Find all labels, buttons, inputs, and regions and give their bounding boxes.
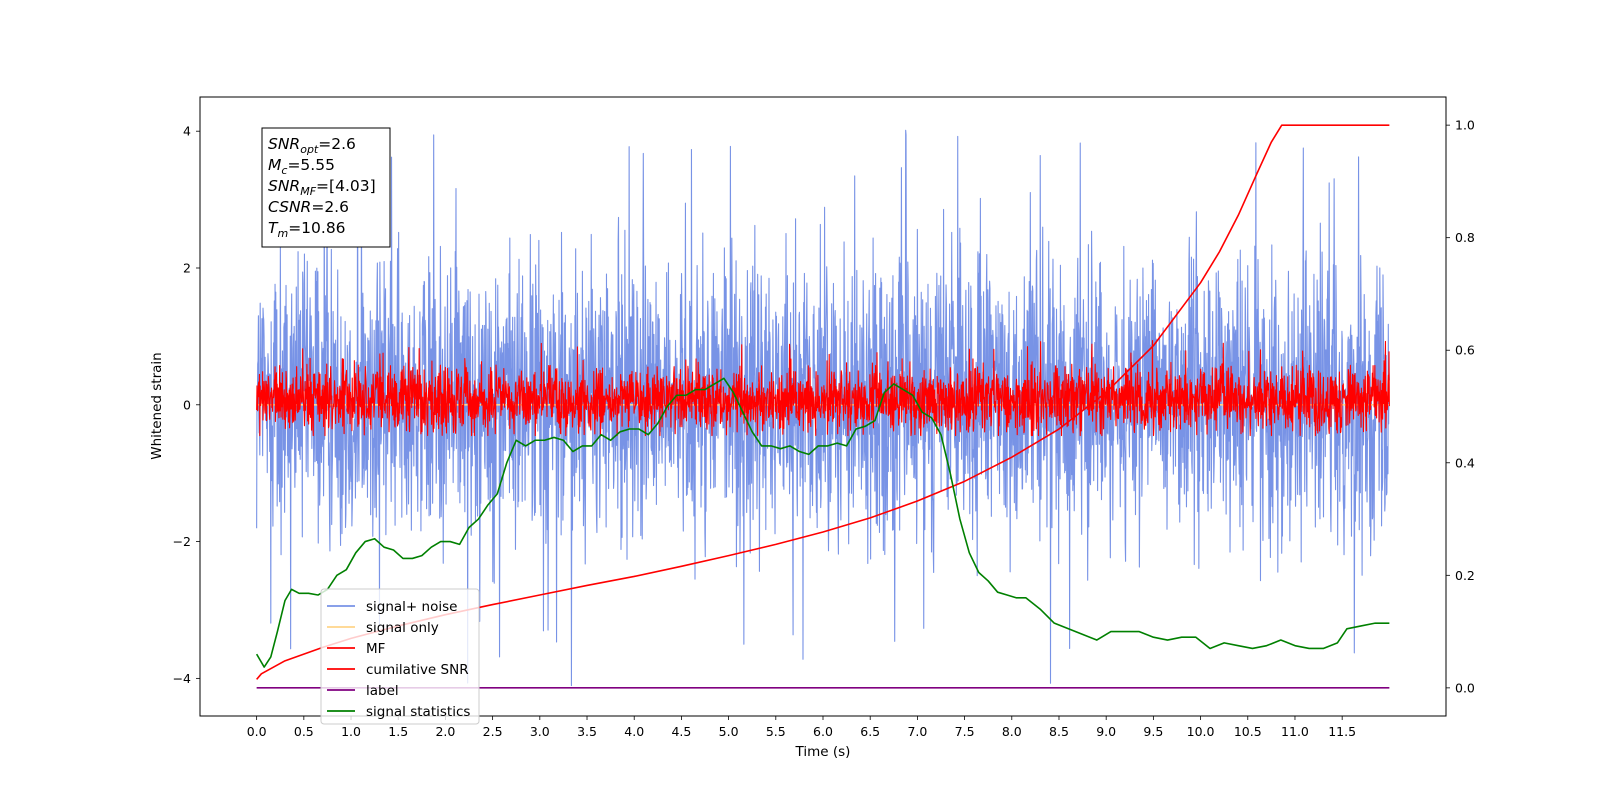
info-symbol: T bbox=[268, 219, 279, 237]
x-tick-label: 8.0 bbox=[1002, 724, 1022, 739]
info-box: SNRopt=2.6Mc=5.55SNRMF=[4.03]CSNR=2.6Tm=… bbox=[261, 127, 391, 248]
y-right-tick-label: 0.0 bbox=[1455, 680, 1475, 695]
legend-label-signal-noise: signal+ noise bbox=[366, 599, 457, 615]
x-tick-label: 6.5 bbox=[860, 724, 880, 739]
x-tick-label: 10.0 bbox=[1187, 724, 1215, 739]
legend-label-cumilative-snr: cumilative SNR bbox=[366, 662, 469, 678]
info-box-line: Tm=10.86 bbox=[268, 219, 346, 240]
legend: signal+ noise signal only MF cumilative SNR… bbox=[320, 588, 480, 725]
info-value: =10.86 bbox=[288, 219, 345, 237]
x-tick-label: 9.5 bbox=[1143, 724, 1163, 739]
x-tick-label: 3.0 bbox=[530, 724, 550, 739]
x-tick-label: 10.5 bbox=[1234, 724, 1262, 739]
info-subscript: m bbox=[277, 227, 288, 240]
y-right-tick-label: 0.6 bbox=[1455, 343, 1475, 358]
info-box-line: SNRopt=2.6 bbox=[268, 135, 356, 156]
y-right-tick-label: 0.8 bbox=[1455, 230, 1475, 245]
x-tick-label: 0.0 bbox=[247, 724, 267, 739]
y-right-tick-label: 0.2 bbox=[1455, 568, 1475, 583]
x-axis: 0.0 0.5 1.0 1.5 2.0 2.5 3.0 3.5 4.0 4.5 5.0 5.5 6.0 6… bbox=[247, 716, 1356, 739]
x-tick-label: 0.5 bbox=[294, 724, 314, 739]
x-tick-label: 9.0 bbox=[1096, 724, 1116, 739]
info-box-frame bbox=[261, 127, 391, 248]
info-value: =[4.03] bbox=[316, 177, 376, 195]
info-subscript: opt bbox=[300, 143, 319, 156]
legend-label-label: label bbox=[366, 683, 399, 699]
y-left-tick-label: 4 bbox=[183, 124, 191, 139]
info-subscript: c bbox=[281, 164, 287, 177]
y-left-tick-label: −4 bbox=[173, 671, 191, 686]
info-value: =5.55 bbox=[287, 156, 335, 174]
x-tick-label: 4.5 bbox=[671, 724, 691, 739]
info-symbol: M bbox=[268, 156, 281, 174]
x-tick-label: 1.5 bbox=[388, 724, 408, 739]
info-box-line: SNRMF=[4.03] bbox=[268, 177, 376, 198]
x-tick-label: 11.5 bbox=[1328, 724, 1356, 739]
x-tick-label: 5.5 bbox=[766, 724, 786, 739]
x-tick-label: 7.5 bbox=[955, 724, 975, 739]
legend-frame bbox=[320, 588, 480, 725]
y-right-tick-label: 0.4 bbox=[1455, 455, 1475, 470]
series-line-mf bbox=[256, 340, 1390, 437]
y-left-tick-label: 0 bbox=[183, 397, 191, 412]
info-value: =2.6 bbox=[318, 135, 356, 153]
x-tick-label: 3.5 bbox=[577, 724, 597, 739]
y-axis-label-left: Whitened strain bbox=[149, 352, 165, 459]
x-tick-label: 7.0 bbox=[907, 724, 927, 739]
series-line-signal-statistics bbox=[255, 377, 1390, 668]
info-value: =2.6 bbox=[311, 198, 349, 216]
y-right-tick-label: 1.0 bbox=[1455, 118, 1475, 133]
info-symbol: SNR bbox=[268, 135, 300, 153]
x-tick-label: 2.0 bbox=[435, 724, 455, 739]
info-box-line: Mc=5.55 bbox=[268, 156, 335, 177]
x-tick-label: 1.0 bbox=[341, 724, 361, 739]
info-subscript: MF bbox=[300, 185, 316, 198]
x-tick-label: 6.0 bbox=[813, 724, 833, 739]
x-tick-label: 8.5 bbox=[1049, 724, 1069, 739]
info-symbol: CSNR bbox=[268, 198, 311, 216]
info-symbol: SNR bbox=[268, 177, 300, 195]
y-left-tick-label: 2 bbox=[183, 260, 191, 275]
x-tick-label: 11.0 bbox=[1281, 724, 1309, 739]
legend-label-signal-statistics: signal statistics bbox=[366, 704, 470, 720]
x-axis-label: Time (s) bbox=[795, 744, 851, 760]
x-tick-label: 4.0 bbox=[624, 724, 644, 739]
y-axis-left: −4 −2 0 2 4 bbox=[173, 124, 200, 686]
info-box-line: CSNR=2.6 bbox=[268, 198, 349, 216]
x-tick-label: 5.0 bbox=[719, 724, 739, 739]
x-tick-label: 2.5 bbox=[483, 724, 503, 739]
y-left-tick-label: −2 bbox=[173, 534, 191, 549]
y-axis-right: 0.0 0.2 0.4 0.6 0.8 1.0 bbox=[1446, 118, 1475, 695]
legend-label-signal-only: signal only bbox=[366, 620, 439, 636]
legend-label-mf: MF bbox=[366, 641, 385, 657]
